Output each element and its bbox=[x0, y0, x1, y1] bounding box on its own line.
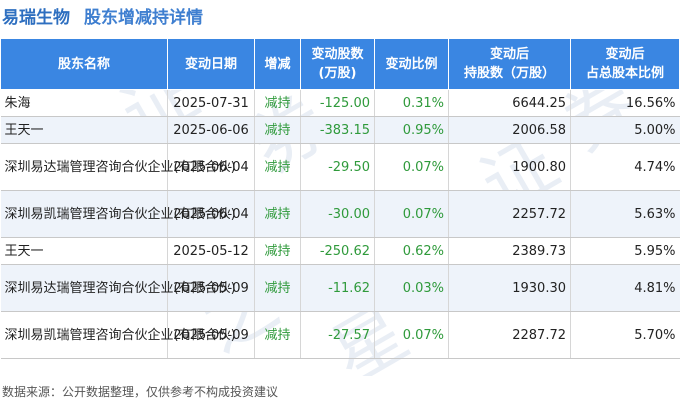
cell-shareholder-name: 朱海 bbox=[0, 89, 168, 117]
column-header-direction: 增减 bbox=[254, 38, 301, 90]
cell-direction: 减持 bbox=[254, 311, 301, 359]
cell-direction: 减持 bbox=[254, 237, 301, 265]
cell-change-date: 2025-05-09 bbox=[167, 264, 255, 312]
column-header-change-shares: 变动股数 (万股) bbox=[300, 38, 375, 90]
cell-change-date: 2025-05-12 bbox=[167, 237, 255, 265]
cell-change-ratio: 0.31% bbox=[374, 89, 449, 117]
column-header-line: 变动股数 bbox=[311, 47, 364, 62]
cell-direction: 减持 bbox=[254, 89, 301, 117]
cell-change-date: 2025-07-31 bbox=[167, 89, 255, 117]
cell-ratio-after: 4.74% bbox=[570, 143, 680, 191]
table-row: 朱海 2025-07-31 减持 -125.00 0.31% 6644.25 1… bbox=[0, 89, 680, 117]
cell-holding-after: 1900.80 bbox=[448, 143, 571, 191]
table-row: 王天一 2025-06-06 减持 -383.15 0.95% 2006.58 … bbox=[0, 116, 680, 144]
cell-change-date: 2025-06-06 bbox=[167, 116, 255, 144]
column-header-line: 占总股本比例 bbox=[585, 66, 664, 81]
cell-change-shares: -29.50 bbox=[300, 143, 375, 191]
cell-change-shares: -11.62 bbox=[300, 264, 375, 312]
cell-change-date: 2025-05-09 bbox=[167, 311, 255, 359]
cell-shareholder-name: 深圳易达瑞管理咨询合伙企业(有限合伙) bbox=[0, 143, 236, 191]
cell-direction: 减持 bbox=[254, 264, 301, 312]
cell-shareholder-name: 深圳易凯瑞管理咨询合伙企业(有限合伙) bbox=[0, 190, 236, 238]
cell-ratio-after: 16.56% bbox=[570, 89, 680, 117]
column-header-date: 变动日期 bbox=[167, 38, 255, 90]
cell-change-ratio: 0.07% bbox=[374, 143, 449, 191]
cell-change-shares: -125.00 bbox=[300, 89, 375, 117]
cell-shareholder-name: 王天一 bbox=[0, 116, 168, 144]
table-header-row: 股东名称 变动日期 增减 变动股数 (万股) 变动比例 变动后 持股数（万股） … bbox=[0, 38, 680, 90]
column-header-holding-after: 变动后 持股数（万股） bbox=[448, 38, 571, 90]
page-title-bar: 易瑞生物 股东增减持详情 bbox=[0, 0, 680, 30]
cell-change-ratio: 0.07% bbox=[374, 311, 449, 359]
cell-holding-after: 6644.25 bbox=[448, 89, 571, 117]
cell-direction: 减持 bbox=[254, 143, 301, 191]
table-row: 王天一 2025-05-12 减持 -250.62 0.62% 2389.73 … bbox=[0, 237, 680, 265]
column-header-ratio-after: 变动后 占总股本比例 bbox=[570, 38, 680, 90]
cell-change-ratio: 0.03% bbox=[374, 264, 449, 312]
cell-change-date: 2025-06-04 bbox=[167, 190, 255, 238]
table-row: 深圳易凯瑞管理咨询合伙企业(有限合伙) 2025-06-04 减持 -30.00… bbox=[0, 190, 680, 238]
cell-change-ratio: 0.07% bbox=[374, 190, 449, 238]
cell-change-shares: -27.57 bbox=[300, 311, 375, 359]
column-header-change-ratio: 变动比例 bbox=[374, 38, 449, 90]
cell-holding-after: 2257.72 bbox=[448, 190, 571, 238]
column-header-line: 持股数（万股） bbox=[463, 66, 555, 81]
cell-holding-after: 2287.72 bbox=[448, 311, 571, 359]
column-header-name: 股东名称 bbox=[0, 38, 168, 90]
table-row: 深圳易达瑞管理咨询合伙企业(有限合伙) 2025-05-09 减持 -11.62… bbox=[0, 264, 680, 312]
cell-ratio-after: 5.95% bbox=[570, 237, 680, 265]
cell-direction: 减持 bbox=[254, 116, 301, 144]
cell-change-shares: -383.15 bbox=[300, 116, 375, 144]
page-title: 股东增减持详情 bbox=[84, 7, 203, 28]
column-header-line: 变动后 bbox=[605, 47, 645, 62]
holdings-change-table: 股东名称 变动日期 增减 变动股数 (万股) 变动比例 变动后 持股数（万股） … bbox=[0, 38, 680, 359]
cell-shareholder-name: 王天一 bbox=[0, 237, 168, 265]
cell-shareholder-name: 深圳易达瑞管理咨询合伙企业(有限合伙) bbox=[0, 264, 236, 312]
cell-holding-after: 2389.73 bbox=[448, 237, 571, 265]
cell-change-shares: -30.00 bbox=[300, 190, 375, 238]
data-source-note: 数据来源：公开数据整理，仅供参考不构成投资建议 bbox=[2, 385, 279, 399]
cell-change-ratio: 0.62% bbox=[374, 237, 449, 265]
column-header-line: (万股) bbox=[318, 66, 357, 81]
cell-holding-after: 2006.58 bbox=[448, 116, 571, 144]
cell-shareholder-name: 深圳易凯瑞管理咨询合伙企业(有限合伙) bbox=[0, 311, 236, 359]
cell-change-ratio: 0.95% bbox=[374, 116, 449, 144]
cell-change-shares: -250.62 bbox=[300, 237, 375, 265]
table-row: 深圳易达瑞管理咨询合伙企业(有限合伙) 2025-06-04 减持 -29.50… bbox=[0, 143, 680, 191]
cell-ratio-after: 5.70% bbox=[570, 311, 680, 359]
cell-ratio-after: 5.00% bbox=[570, 116, 680, 144]
cell-direction: 减持 bbox=[254, 190, 301, 238]
table-row: 深圳易凯瑞管理咨询合伙企业(有限合伙) 2025-05-09 减持 -27.57… bbox=[0, 311, 680, 359]
column-header-line: 变动后 bbox=[489, 47, 529, 62]
cell-ratio-after: 4.81% bbox=[570, 264, 680, 312]
cell-ratio-after: 5.63% bbox=[570, 190, 680, 238]
cell-holding-after: 1930.30 bbox=[448, 264, 571, 312]
company-name: 易瑞生物 bbox=[2, 7, 70, 28]
cell-change-date: 2025-06-04 bbox=[167, 143, 255, 191]
